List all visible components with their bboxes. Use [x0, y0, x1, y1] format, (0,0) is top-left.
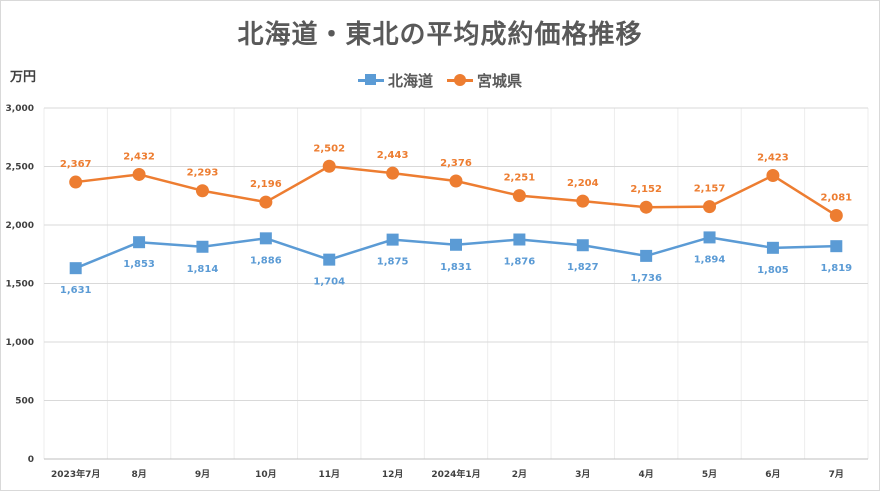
y-tick-label: 2,500 [6, 163, 34, 173]
data-label-miyagi: 2,204 [567, 178, 599, 189]
data-point-hokkaido [386, 233, 399, 246]
x-tick-label: 2023年7月 [51, 468, 100, 480]
y-tick-label: 1,500 [6, 280, 34, 290]
x-tick-label: 2024年1月 [431, 468, 480, 480]
x-tick-label: 4月 [639, 469, 654, 480]
legend-item-hokkaido: 北海道 [358, 70, 433, 91]
data-point-hokkaido [640, 249, 653, 262]
data-point-miyagi [449, 174, 463, 188]
data-point-hokkaido [576, 239, 589, 252]
data-point-miyagi [639, 200, 653, 214]
data-point-miyagi [576, 194, 590, 208]
y-tick-label: 1,000 [6, 338, 34, 348]
data-label-hokkaido: 1,894 [694, 254, 726, 265]
x-tick-label: 9月 [195, 469, 210, 480]
data-label-hokkaido: 1,736 [630, 273, 662, 284]
data-label-miyagi: 2,423 [757, 153, 789, 164]
data-label-hokkaido: 1,876 [504, 257, 536, 268]
data-point-miyagi [69, 175, 83, 189]
data-point-miyagi [322, 159, 336, 173]
data-label-hokkaido: 1,819 [820, 263, 852, 274]
x-tick-label: 11月 [318, 469, 340, 480]
x-tick-label: 5月 [702, 469, 717, 480]
data-label-miyagi: 2,152 [630, 184, 662, 195]
data-point-hokkaido [323, 253, 336, 266]
data-point-miyagi [195, 184, 209, 198]
data-label-hokkaido: 1,886 [250, 255, 282, 266]
x-tick-label: 3月 [575, 469, 590, 480]
data-label-miyagi: 2,251 [504, 173, 536, 184]
data-point-miyagi [132, 167, 146, 181]
legend-swatch-hokkaido [358, 73, 384, 87]
data-label-miyagi: 2,432 [123, 151, 155, 162]
y-axis-unit-label: 万円 [10, 70, 37, 85]
data-point-miyagi [259, 195, 273, 209]
data-label-hokkaido: 1,827 [567, 262, 599, 273]
x-tick-label: 6月 [765, 469, 780, 480]
data-point-hokkaido [196, 240, 209, 253]
y-tick-label: 0 [28, 455, 34, 465]
legend-swatch-miyagi [447, 73, 474, 87]
data-point-hokkaido [703, 231, 716, 244]
data-label-hokkaido: 1,704 [313, 277, 345, 288]
data-label-miyagi: 2,293 [187, 168, 219, 179]
chart-title: 北海道・東北の平均成約価格推移 [237, 20, 643, 50]
data-label-miyagi: 2,081 [820, 193, 852, 204]
data-point-hokkaido [450, 238, 462, 251]
data-label-miyagi: 2,376 [440, 158, 472, 169]
data-point-miyagi [766, 169, 780, 183]
data-point-hokkaido [766, 241, 779, 254]
data-point-miyagi [386, 166, 400, 180]
data-label-hokkaido: 1,831 [440, 262, 472, 273]
x-tick-label: 12月 [382, 469, 404, 480]
legend-item-miyagi: 宮城県 [447, 70, 522, 91]
legend-label-hokkaido: 北海道 [388, 71, 434, 90]
y-tick-label: 500 [15, 397, 34, 407]
data-point-hokkaido [830, 240, 843, 253]
data-point-hokkaido [133, 236, 146, 249]
data-label-miyagi: 2,443 [377, 150, 409, 161]
x-tick-label: 8月 [131, 469, 146, 480]
data-label-miyagi: 2,502 [313, 143, 345, 154]
data-label-hokkaido: 1,805 [757, 265, 789, 276]
x-tick-label: 10月 [255, 469, 277, 480]
data-label-miyagi: 2,196 [250, 179, 282, 190]
data-label-hokkaido: 1,631 [60, 285, 92, 296]
data-point-miyagi [829, 209, 843, 223]
data-label-hokkaido: 1,814 [187, 264, 219, 275]
y-tick-label: 3,000 [6, 104, 34, 114]
data-point-miyagi [512, 189, 526, 203]
data-point-hokkaido [259, 232, 272, 245]
data-label-miyagi: 2,367 [60, 159, 92, 170]
x-tick-label: 7月 [829, 469, 844, 480]
data-label-miyagi: 2,157 [694, 184, 726, 195]
data-label-hokkaido: 1,853 [123, 259, 155, 270]
chart-legend: 北海道 宮城県 [358, 69, 536, 91]
data-point-hokkaido [513, 233, 526, 246]
legend-label-miyagi: 宮城県 [477, 71, 523, 90]
y-tick-label: 2,000 [6, 221, 34, 231]
x-tick-label: 2月 [512, 469, 527, 480]
data-label-hokkaido: 1,875 [377, 257, 409, 268]
data-point-miyagi [703, 200, 717, 214]
data-point-hokkaido [69, 262, 82, 275]
